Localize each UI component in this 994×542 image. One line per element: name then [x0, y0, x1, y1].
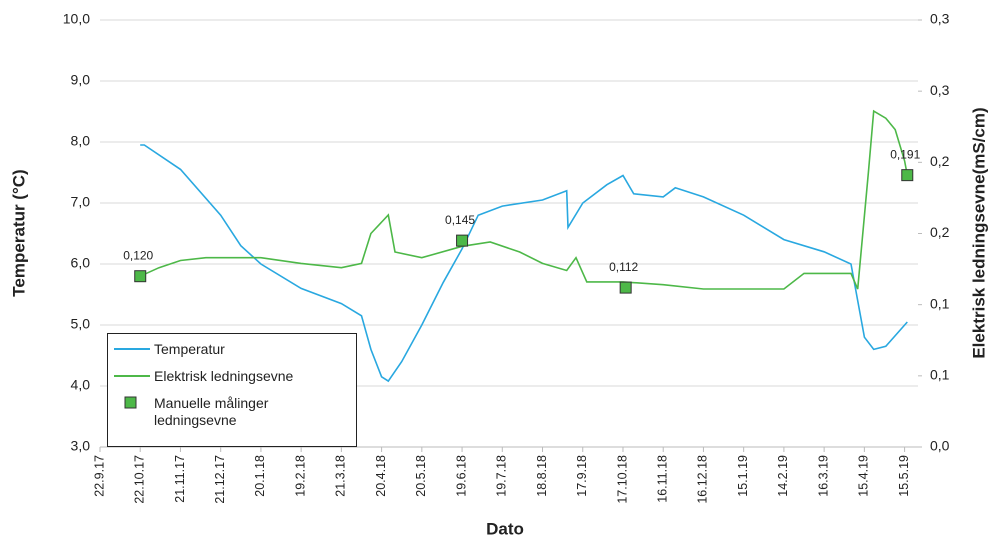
x-tick-label: 21.12.17	[213, 455, 227, 504]
y2-tick-label: 0,2	[930, 153, 950, 169]
legend-item: Temperatur	[114, 341, 350, 358]
data-label: 0,120	[123, 248, 153, 262]
data-label: 0,145	[445, 213, 475, 227]
x-axis-title: Dato	[486, 519, 524, 538]
legend-line	[114, 348, 150, 350]
manual-point	[456, 234, 469, 247]
x-tick-label: 14.2.19	[776, 455, 790, 497]
y2-tick-label: 0,3	[930, 82, 950, 98]
y-tick-label: 4,0	[71, 377, 91, 393]
y-tick-label: 10,0	[63, 11, 90, 27]
x-tick-label: 15.1.19	[736, 455, 750, 497]
x-tick-label: 20.1.18	[253, 455, 267, 497]
y-tick-label: 5,0	[71, 316, 91, 332]
x-tick-label: 15.5.19	[897, 455, 911, 497]
y2-tick-label: 0,2	[930, 224, 950, 240]
x-tick-label: 16.11.18	[656, 455, 670, 503]
x-tick-label: 17.10.18	[615, 455, 629, 504]
y2-axis-title: Elektrisk ledningsevne(mS/cm)	[969, 107, 988, 358]
x-tick-label: 19.7.18	[495, 455, 509, 497]
series-line	[140, 144, 908, 383]
legend-label: Elektrisk ledningsevne	[154, 368, 294, 384]
x-tick-label: 21.11.17	[173, 455, 187, 503]
y-tick-label: 8,0	[71, 133, 91, 149]
x-tick-label: 21.3.18	[334, 455, 348, 497]
x-tick-label: 19.6.18	[454, 455, 468, 497]
x-tick-label: 17.9.18	[575, 455, 589, 497]
x-tick-label: 22.9.17	[92, 455, 106, 497]
x-tick-label: 15.4.19	[857, 455, 871, 497]
legend-item: Elektrisk ledningsevne	[114, 368, 350, 385]
manual-point	[134, 270, 147, 283]
legend-swatch	[114, 368, 150, 384]
x-tick-label: 18.8.18	[535, 455, 549, 497]
manual-point	[619, 281, 632, 294]
legend: Temperatur Elektrisk ledningsevne Manuelle…	[107, 333, 357, 447]
legend-label: Temperatur	[154, 341, 225, 357]
y2-tick-label: 0,1	[930, 295, 950, 311]
legend-square	[124, 396, 137, 409]
x-tick-label: 16.3.19	[816, 455, 830, 497]
data-label: 0,112	[609, 260, 638, 274]
x-tick-label: 19.2.18	[293, 455, 307, 497]
y-tick-label: 9,0	[71, 72, 91, 88]
legend-item: Manuelle målinger ledningsevne	[114, 395, 350, 429]
manual-point	[901, 169, 914, 182]
legend-swatch	[114, 341, 150, 357]
y2-tick-label: 0,1	[930, 367, 950, 383]
legend-marker	[124, 396, 137, 409]
series-line	[139, 109, 909, 290]
y2-tick-label: 0,0	[930, 438, 950, 454]
x-tick-label: 16.12.18	[696, 455, 710, 504]
legend-swatch	[114, 395, 150, 411]
y-tick-label: 7,0	[71, 194, 91, 210]
x-tick-label: 20.5.18	[414, 455, 428, 497]
y-axis-title: Temperatur (°C)	[9, 169, 28, 296]
y-tick-label: 3,0	[71, 438, 91, 454]
x-tick-label: 22.10.17	[133, 455, 147, 504]
legend-line	[114, 375, 150, 377]
y-tick-label: 6,0	[71, 255, 91, 271]
x-tick-label: 20.4.18	[374, 455, 388, 497]
data-label: 0,191	[890, 147, 920, 161]
legend-label: Manuelle målinger ledningsevne	[154, 395, 269, 428]
y2-tick-label: 0,3	[930, 11, 950, 27]
